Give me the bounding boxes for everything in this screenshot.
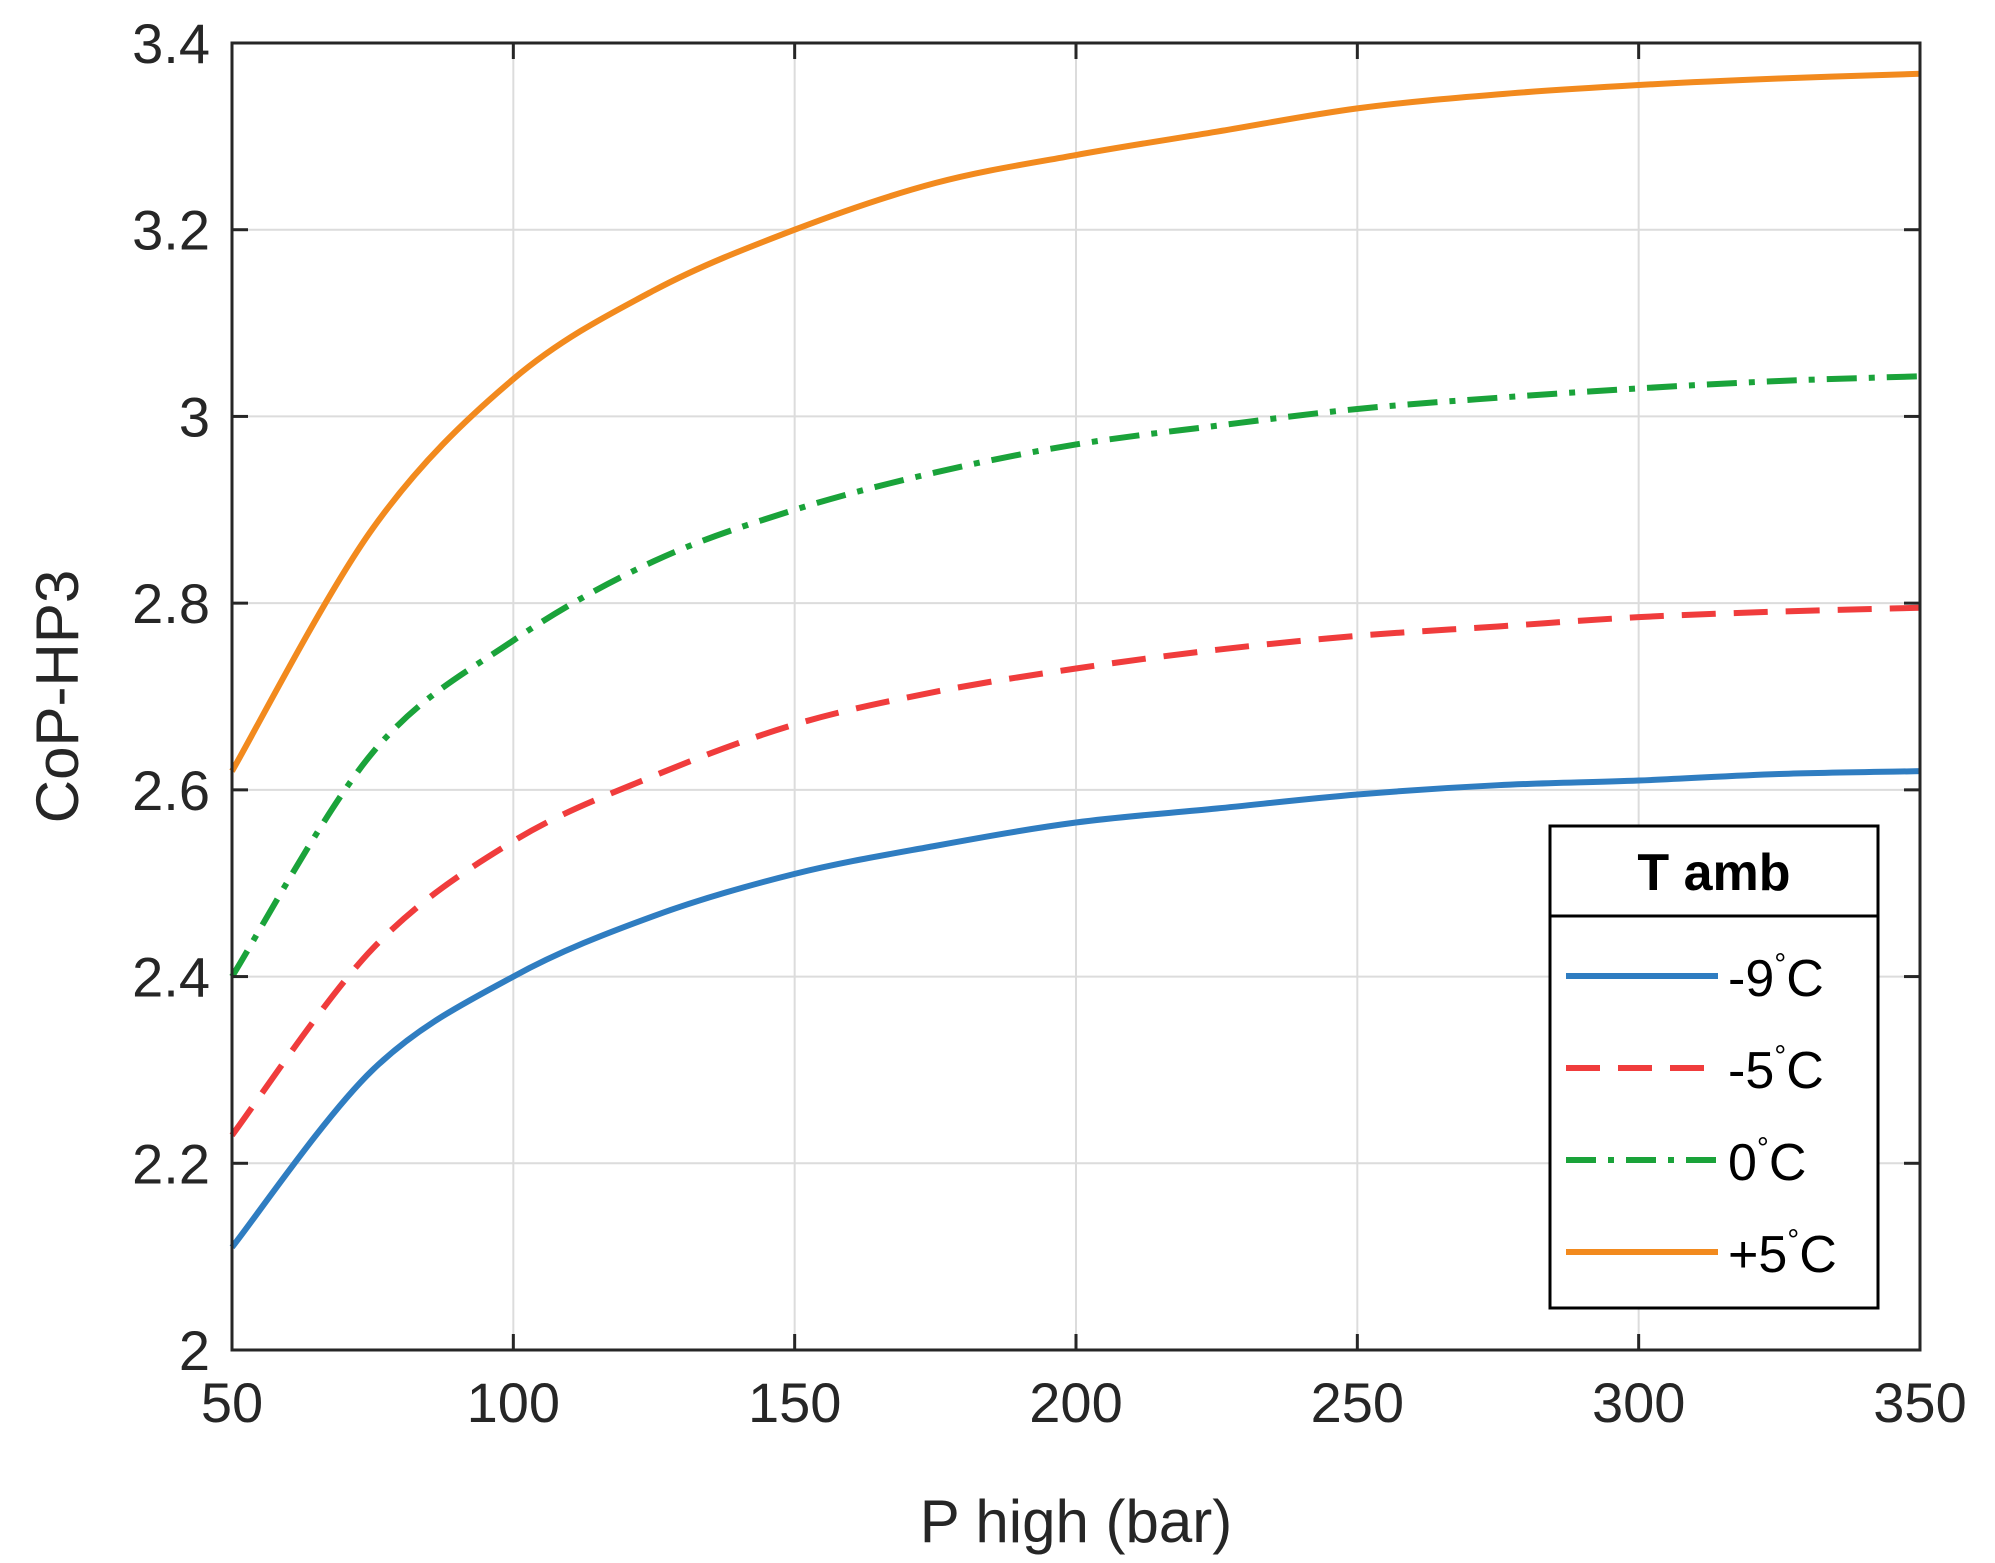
legend-label-unit: C [1786,1042,1824,1100]
legend-degree-mark: ° [1787,1224,1799,1257]
legend-label-1: -5°C [1728,1040,1824,1100]
legend-label-value: 0 [1728,1134,1757,1192]
y-tick-labels: 2 2.2 2.4 2.6 2.8 3 3.2 3.4 [132,12,210,1382]
tick-marks [230,41,1922,1352]
legend-label-3: +5°C [1728,1224,1837,1284]
y-tick-label: 2 [179,1319,210,1382]
x-tick-label: 100 [467,1371,560,1434]
legend-degree-mark: ° [1774,948,1786,981]
y-tick-label: 3.4 [132,12,210,75]
y-tick-label: 2.4 [132,946,210,1009]
legend-label-2: 0°C [1728,1132,1806,1192]
legend-entries: -9°C-5°C0°C+5°C [1566,948,1837,1284]
y-tick-label: 2.6 [132,759,210,822]
series-lines [229,70,1921,1250]
series-line-0 [229,768,1921,1250]
x-tick-label: 150 [748,1371,841,1434]
legend-degree-mark: ° [1774,1040,1786,1073]
series-line-3 [229,70,1921,773]
x-tick-label: 200 [1029,1371,1122,1434]
legend-label-value: +5 [1728,1226,1787,1284]
x-tick-label: 300 [1592,1371,1685,1434]
x-tick-label: 250 [1311,1371,1404,1434]
y-tick-label: 3.2 [132,199,210,262]
series-line-1 [229,604,1921,1138]
x-tick-labels: 50 100 150 200 250 300 350 [201,1371,1967,1434]
legend-label-value: -9 [1728,950,1774,1008]
legend: T amb -9°C-5°C0°C+5°C [1548,824,1880,1310]
y-tick-label: 2.8 [132,572,210,635]
x-tick-label: 350 [1873,1371,1966,1434]
legend-label-value: -5 [1728,1042,1774,1100]
legend-label-0: -9°C [1728,948,1824,1008]
x-tick-label: 50 [201,1371,263,1434]
grid-lines [231,42,1921,1351]
x-axis-label: P high (bar) [920,1488,1232,1555]
legend-title: T amb [1637,844,1790,902]
y-axis-label: CoP-HP3 [24,570,91,823]
y-tick-label: 3 [179,385,210,448]
legend-label-unit: C [1786,950,1824,1008]
series-line-2 [229,373,1921,979]
legend-label-unit: C [1799,1226,1837,1284]
legend-label-unit: C [1769,1134,1807,1192]
legend-degree-mark: ° [1757,1132,1769,1165]
y-tick-label: 2.2 [132,1132,210,1195]
legend-box [1548,824,1880,1310]
